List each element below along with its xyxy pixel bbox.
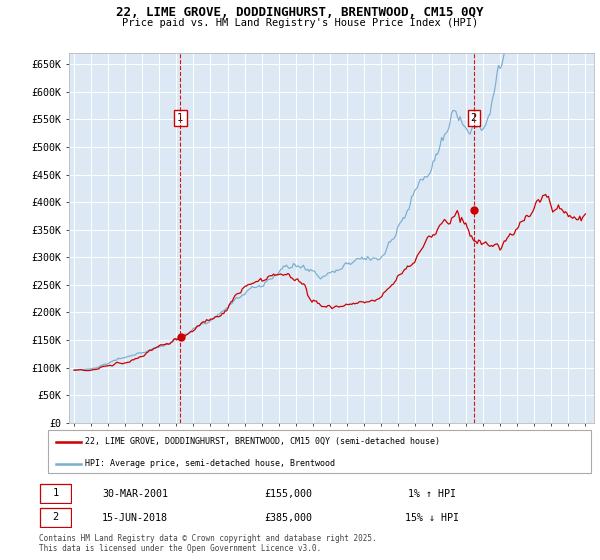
Text: This data is licensed under the Open Government Licence v3.0.: This data is licensed under the Open Gov… — [39, 544, 321, 553]
Text: 1: 1 — [52, 488, 59, 498]
Text: 2: 2 — [52, 512, 59, 522]
Text: £385,000: £385,000 — [264, 513, 312, 523]
Text: 1: 1 — [177, 113, 184, 123]
Text: Price paid vs. HM Land Registry's House Price Index (HPI): Price paid vs. HM Land Registry's House … — [122, 18, 478, 28]
Text: 30-MAR-2001: 30-MAR-2001 — [102, 489, 168, 499]
Text: 22, LIME GROVE, DODDINGHURST, BRENTWOOD, CM15 0QY (semi-detached house): 22, LIME GROVE, DODDINGHURST, BRENTWOOD,… — [85, 437, 440, 446]
FancyBboxPatch shape — [40, 508, 71, 527]
Text: Contains HM Land Registry data © Crown copyright and database right 2025.: Contains HM Land Registry data © Crown c… — [39, 534, 377, 543]
Text: 1% ↑ HPI: 1% ↑ HPI — [408, 489, 456, 499]
Text: £155,000: £155,000 — [264, 489, 312, 499]
FancyBboxPatch shape — [40, 484, 71, 503]
Text: HPI: Average price, semi-detached house, Brentwood: HPI: Average price, semi-detached house,… — [85, 459, 335, 468]
Text: 22, LIME GROVE, DODDINGHURST, BRENTWOOD, CM15 0QY: 22, LIME GROVE, DODDINGHURST, BRENTWOOD,… — [116, 6, 484, 18]
FancyBboxPatch shape — [48, 430, 591, 473]
Text: 2: 2 — [471, 113, 477, 123]
Text: 15-JUN-2018: 15-JUN-2018 — [102, 513, 168, 523]
Text: 15% ↓ HPI: 15% ↓ HPI — [405, 513, 459, 523]
